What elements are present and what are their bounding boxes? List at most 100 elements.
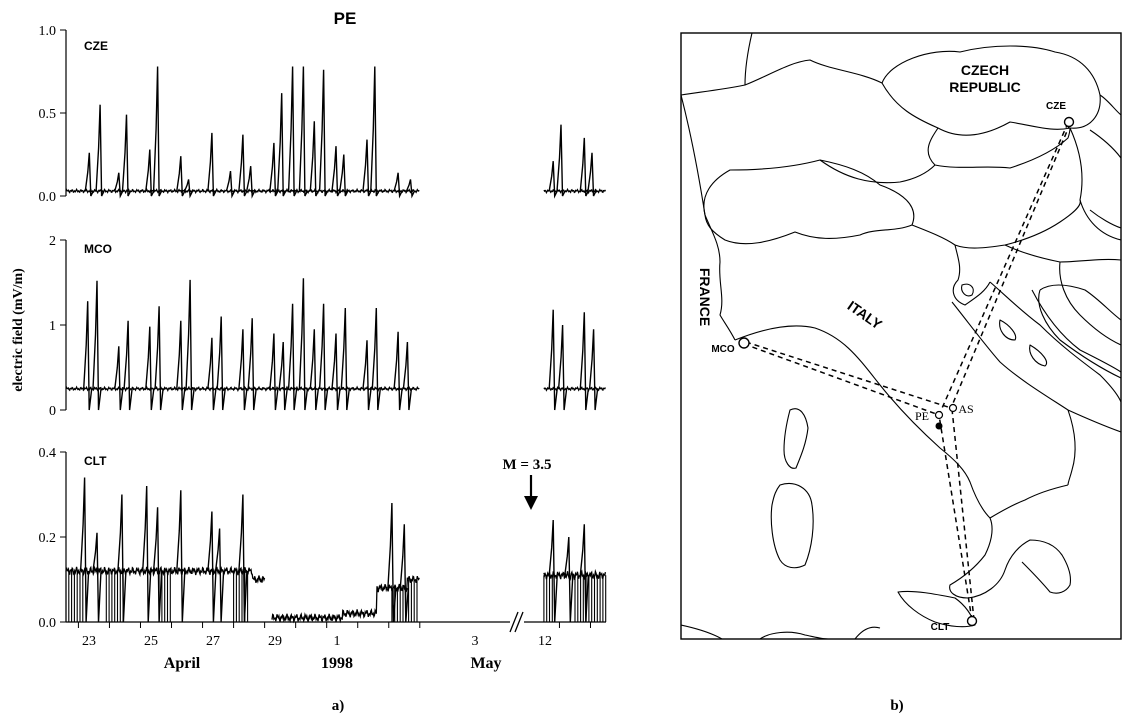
earthquake-arrow: [524, 475, 538, 510]
spike-cze-14: [287, 66, 298, 197]
spike-clt-6: [207, 511, 217, 623]
y-tick-label: 1: [49, 319, 56, 334]
spike-mco-7: [185, 279, 195, 411]
spike-cze-15: [298, 66, 309, 197]
map-border: [681, 94, 706, 216]
spike-clt-2: [117, 494, 127, 623]
station-marker-as: [948, 403, 958, 413]
y-tick-label: 0: [49, 404, 56, 419]
map-border: [1089, 209, 1121, 229]
map-border: [681, 59, 883, 96]
map-border: [1031, 289, 1121, 373]
station-label-clt: CLT: [84, 454, 107, 468]
spike-mco-9: [216, 316, 226, 411]
spike-mco-6: [176, 320, 186, 411]
spike-cze-2: [114, 172, 124, 199]
spike-cze-19: [339, 154, 349, 197]
axis-break-mark: [509, 611, 524, 633]
station-label-mco-map: MCO: [711, 344, 735, 355]
station-markers: [738, 116, 1075, 627]
x-tick-label: 1: [334, 634, 341, 649]
map-corsica: [783, 408, 809, 469]
spike-mco-21: [371, 307, 381, 411]
dropout-burst-3: [233, 571, 249, 622]
series-line-mco-0: [65, 385, 420, 393]
map-panel: CZECH REPUBLIC FRANCE ITALY CZE MCO PE A…: [680, 32, 1122, 714]
spike-clt-10: [399, 524, 409, 623]
subplot-cze: 1.0 0.5 0.0 CZE: [39, 24, 606, 205]
x-tick-label: 27: [206, 634, 220, 649]
station-label-clt-map: CLT: [931, 622, 950, 633]
map-border: [927, 127, 1071, 169]
spike-cze-3: [121, 114, 132, 197]
dropout-burst-5: [543, 575, 553, 622]
x-tick-label: 23: [82, 634, 96, 649]
spike-cze-10: [238, 134, 248, 197]
spike-clt-5: [176, 490, 186, 623]
map-border: [704, 214, 736, 341]
spike-cze-26: [579, 137, 589, 197]
station-marker-mco: [738, 337, 750, 349]
spike-cze-18: [331, 146, 341, 197]
spike-mco-10: [238, 329, 248, 411]
map-island: [999, 319, 1017, 341]
spike-mco-27: [588, 329, 599, 411]
y-tick-label: 0.2: [39, 531, 57, 546]
station-links: [743, 122, 1071, 621]
station-marker-cze: [1063, 116, 1075, 128]
spike-mco-14: [287, 303, 298, 411]
spike-clt-11: [548, 519, 558, 623]
spike-mco-18: [331, 333, 341, 411]
map-border: [989, 281, 1121, 403]
spike-mco-4: [145, 326, 155, 411]
earthquake-annotation: M = 3.5: [503, 457, 552, 473]
y-tick-label: 0.4: [39, 446, 57, 461]
station-marker-clt: [966, 615, 978, 627]
x-tick-label: 29: [268, 634, 282, 649]
spike-cze-8: [207, 132, 217, 197]
x-tick-label: 3: [472, 634, 479, 649]
map-border: [1038, 289, 1121, 379]
spike-cze-20: [362, 139, 372, 197]
spike-cze-16: [309, 121, 319, 197]
x-tick-label: 12: [538, 634, 552, 649]
map-border: [819, 159, 936, 184]
spike-cze-0: [84, 152, 94, 197]
year-label: 1998: [321, 655, 353, 672]
map-coast: [951, 301, 1121, 433]
spike-mco-11: [247, 318, 257, 411]
spike-cze-17: [318, 69, 329, 197]
spike-clt-7: [214, 528, 225, 623]
map-coast-africa: [854, 626, 881, 639]
map-border: [952, 244, 991, 306]
dropout-burst-0: [65, 571, 84, 622]
spike-cze-5: [152, 66, 163, 197]
spike-cze-11: [246, 166, 256, 199]
map-coast: [989, 484, 1069, 519]
map-coast-italy: [734, 325, 1072, 599]
spike-cze-1: [95, 104, 105, 197]
link-mco-pe: [743, 343, 940, 416]
month-label-april: April: [164, 655, 201, 672]
link-clt-pe: [938, 414, 973, 621]
spike-cze-23: [405, 179, 416, 199]
spike-cze-7: [183, 179, 194, 199]
time-series-panel: PE electric field (mV/m) 1.0 0.5 0.0 CZE…: [11, 9, 607, 714]
station-label-cze-map: CZE: [1046, 101, 1066, 112]
station-marker-pe: [935, 422, 943, 430]
spike-clt-12: [564, 536, 574, 623]
dropout-burst-6: [574, 575, 607, 622]
spike-cze-4: [145, 149, 155, 197]
map-border: [1089, 129, 1121, 159]
spike-clt-3: [142, 485, 152, 623]
spike-mco-24: [548, 309, 558, 411]
map-border: [1069, 127, 1121, 241]
x-tick-label: 25: [144, 634, 158, 649]
dropout-burst-1: [105, 571, 124, 622]
y-axis-title: electric field (mV/m): [11, 268, 26, 392]
spike-mco-22: [393, 331, 403, 411]
map-border: [744, 33, 753, 86]
series-line-clt-0: [65, 565, 420, 624]
spike-mco-17: [318, 303, 329, 411]
